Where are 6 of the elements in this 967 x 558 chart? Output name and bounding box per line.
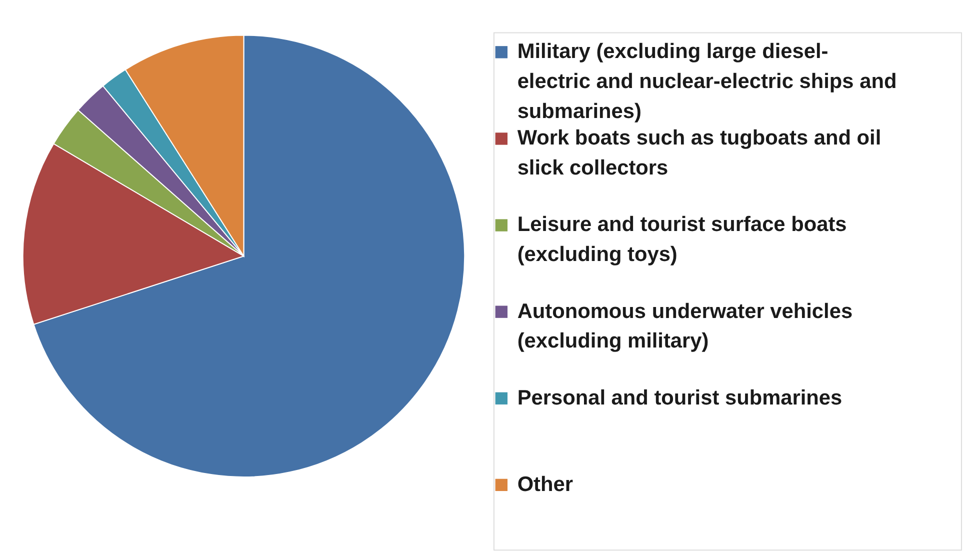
legend-label: Military (excluding large diesel-electric and nuclear-electric ships and submarines) [517,40,897,123]
legend-label: Leisure and tourist surface boats (excluding toys) [517,213,847,266]
legend-label: Work boats such as tugboats and oil slick collectors [517,126,882,180]
legend-label: Autonomous underwater vehicles (excluding military) [517,300,853,353]
legend-label: Personal and tourist submarines [517,386,842,410]
legend-label: Other [517,472,574,496]
